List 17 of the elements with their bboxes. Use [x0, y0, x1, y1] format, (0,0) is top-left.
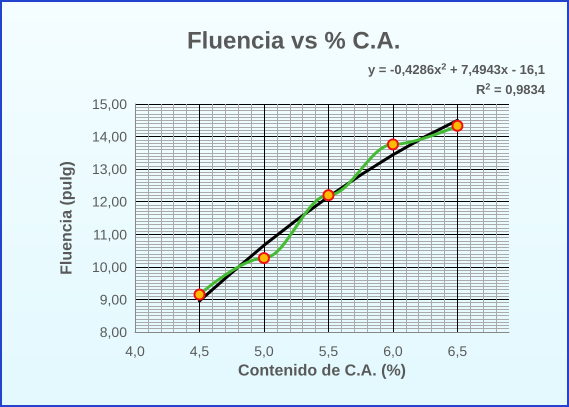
y-tick-label: 11,00	[93, 226, 128, 242]
x-tick-label: 5,5	[318, 343, 338, 359]
y-tick-label: 9,00	[100, 291, 128, 308]
x-tick-label: 4,5	[190, 343, 210, 359]
x-axis-title: Contenido de C.A. (%)	[238, 362, 406, 380]
y-tick-label: 13,00	[92, 161, 128, 178]
x-tick-label: 6,0	[383, 343, 403, 359]
x-tick-label: 6,5	[448, 343, 468, 359]
y-tick-label: 15,00	[92, 96, 128, 112]
y-tick-label: 10,00	[92, 258, 128, 275]
x-tick-label: 4,0	[125, 343, 145, 359]
y-axis-title: Fluencia (pulg)	[58, 161, 76, 275]
y-tick-label: 8,00	[100, 324, 128, 340]
x-tick-label: 5,0	[254, 343, 274, 359]
chart-title: Fluencia vs % C.A.	[187, 28, 400, 54]
y-tick-label: 14,00	[92, 128, 128, 145]
y-tick-label: 12,00	[92, 194, 128, 210]
